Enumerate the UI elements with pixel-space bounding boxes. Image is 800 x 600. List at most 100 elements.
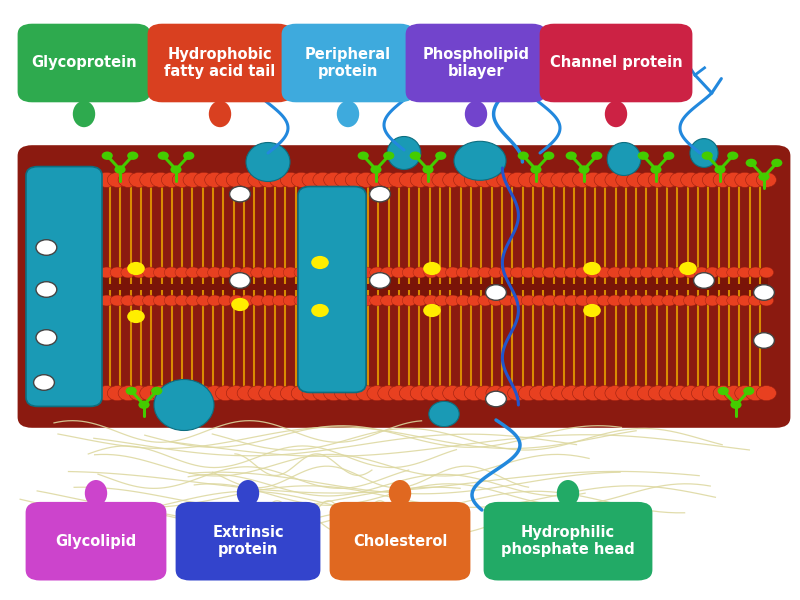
Circle shape — [258, 386, 278, 401]
Circle shape — [683, 295, 698, 306]
Circle shape — [754, 332, 774, 348]
Circle shape — [207, 267, 222, 278]
Circle shape — [748, 295, 762, 306]
Circle shape — [583, 262, 601, 275]
Circle shape — [497, 172, 517, 187]
Circle shape — [129, 172, 149, 187]
Circle shape — [738, 295, 752, 306]
Circle shape — [250, 267, 265, 278]
Circle shape — [229, 295, 243, 306]
Circle shape — [348, 267, 362, 278]
Circle shape — [311, 304, 329, 317]
Circle shape — [78, 295, 92, 306]
Circle shape — [456, 295, 470, 306]
Text: Peripheral
protein: Peripheral protein — [305, 47, 391, 79]
Circle shape — [32, 172, 51, 187]
Circle shape — [683, 267, 698, 278]
Circle shape — [573, 386, 593, 401]
Circle shape — [616, 172, 636, 187]
Circle shape — [748, 267, 762, 278]
Circle shape — [248, 172, 268, 187]
Circle shape — [158, 151, 169, 160]
Circle shape — [648, 386, 668, 401]
Circle shape — [659, 386, 679, 401]
Circle shape — [757, 172, 776, 187]
Circle shape — [86, 172, 106, 187]
Circle shape — [434, 267, 449, 278]
Circle shape — [370, 186, 390, 202]
Circle shape — [281, 172, 301, 187]
Circle shape — [499, 295, 514, 306]
Circle shape — [478, 295, 492, 306]
Circle shape — [311, 256, 329, 269]
Text: Extrinsic
protein: Extrinsic protein — [212, 525, 284, 557]
Circle shape — [583, 304, 601, 317]
Circle shape — [726, 295, 741, 306]
Circle shape — [121, 267, 135, 278]
Circle shape — [270, 386, 290, 401]
Circle shape — [670, 386, 690, 401]
Circle shape — [486, 391, 506, 407]
Circle shape — [402, 267, 417, 278]
Circle shape — [540, 386, 560, 401]
Circle shape — [118, 386, 138, 401]
Circle shape — [758, 173, 770, 181]
Circle shape — [702, 151, 713, 160]
Text: Glycolipid: Glycolipid — [55, 534, 137, 548]
Ellipse shape — [209, 101, 231, 127]
Circle shape — [554, 267, 568, 278]
Circle shape — [410, 386, 430, 401]
Circle shape — [583, 386, 603, 401]
Circle shape — [464, 172, 484, 187]
Circle shape — [543, 267, 558, 278]
FancyBboxPatch shape — [18, 145, 790, 428]
Circle shape — [626, 172, 646, 187]
Circle shape — [651, 295, 666, 306]
Circle shape — [114, 166, 126, 174]
Circle shape — [630, 267, 644, 278]
Circle shape — [618, 267, 633, 278]
Circle shape — [324, 386, 344, 401]
Circle shape — [230, 186, 250, 202]
Circle shape — [67, 267, 82, 278]
Circle shape — [231, 298, 249, 311]
Circle shape — [478, 267, 492, 278]
Circle shape — [530, 166, 542, 174]
Circle shape — [36, 330, 57, 346]
Circle shape — [218, 295, 233, 306]
Circle shape — [240, 267, 254, 278]
Circle shape — [367, 172, 387, 187]
Ellipse shape — [237, 480, 259, 506]
Circle shape — [348, 295, 362, 306]
Ellipse shape — [246, 142, 290, 181]
Circle shape — [757, 386, 776, 401]
Ellipse shape — [454, 141, 506, 180]
Circle shape — [42, 386, 62, 401]
Circle shape — [618, 295, 633, 306]
Circle shape — [566, 151, 577, 160]
Circle shape — [359, 267, 374, 278]
Circle shape — [662, 267, 676, 278]
Circle shape — [724, 386, 744, 401]
Circle shape — [464, 386, 484, 401]
Circle shape — [378, 172, 398, 187]
Circle shape — [578, 166, 590, 174]
Circle shape — [540, 172, 560, 187]
Circle shape — [543, 151, 554, 160]
Circle shape — [32, 386, 51, 401]
Circle shape — [370, 295, 384, 306]
Circle shape — [138, 401, 150, 409]
Circle shape — [334, 386, 354, 401]
Ellipse shape — [605, 101, 627, 127]
Circle shape — [705, 295, 719, 306]
Circle shape — [651, 267, 666, 278]
Circle shape — [215, 386, 235, 401]
Circle shape — [507, 172, 527, 187]
FancyBboxPatch shape — [26, 167, 102, 406]
Circle shape — [170, 166, 182, 174]
Circle shape — [754, 284, 774, 300]
Circle shape — [381, 267, 395, 278]
Circle shape — [626, 386, 646, 401]
Circle shape — [640, 295, 654, 306]
Circle shape — [638, 172, 658, 187]
